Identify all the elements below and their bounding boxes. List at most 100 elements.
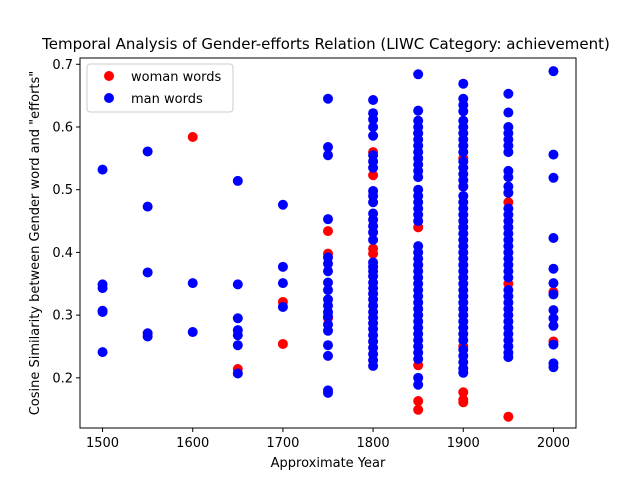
x-axis-ticks: 1500 1600 1700 1800 1900 2000 (86, 428, 570, 451)
point-man-words-1800 (368, 197, 379, 208)
point-man-words-1900 (458, 367, 469, 378)
point-man-words-1850 (413, 105, 424, 116)
point-man-words-2000 (548, 149, 559, 160)
point-man-words-1800 (368, 121, 379, 132)
point-woman-words-1750 (323, 226, 333, 237)
y-axis-label: Cosine Similarity between Gender word an… (28, 71, 43, 416)
point-man-words-1900 (458, 106, 469, 117)
point-man-words-1800 (368, 95, 379, 106)
y-tick-label: 0.5 (52, 183, 73, 198)
point-woman-words-1600 (187, 132, 198, 143)
point-man-words-1500 (97, 283, 108, 294)
x-tick-label: 1600 (176, 436, 209, 451)
point-man-words-1750 (323, 258, 333, 269)
point-man-words-1500 (97, 306, 108, 317)
point-man-words-1750 (323, 285, 333, 296)
point-man-words-1800 (368, 360, 379, 371)
point-man-words-1550 (142, 331, 153, 342)
point-man-words-1750 (323, 340, 333, 351)
point-man-words-1750 (323, 214, 333, 225)
legend-label-man-words: man words (131, 92, 203, 107)
point-man-words-1750 (323, 277, 333, 288)
legend: woman words man words (86, 63, 234, 113)
x-tick-label: 1900 (447, 436, 480, 451)
point-man-words-1650 (232, 330, 243, 341)
y-tick-label: 0.2 (52, 371, 73, 386)
point-woman-words-1700 (277, 338, 288, 349)
legend-label-woman-words: woman words (131, 70, 222, 85)
point-man-words-1500 (97, 347, 108, 358)
point-man-words-1850 (413, 69, 424, 80)
point-man-words-1950 (503, 88, 514, 99)
point-man-words-1850 (413, 379, 424, 390)
point-man-words-1750 (323, 142, 333, 153)
chart-title: Temporal Analysis of Gender-efforts Rela… (41, 35, 610, 53)
x-tick-label: 1800 (357, 436, 390, 451)
legend-marker-woman-words (104, 71, 114, 81)
point-man-words-1750 (323, 311, 333, 322)
y-axis-ticks: 0.2 0.3 0.4 0.5 0.6 0.7 (52, 58, 80, 386)
x-tick-label: 1700 (266, 436, 299, 451)
point-man-words-1650 (232, 313, 243, 324)
y-tick-label: 0.6 (52, 120, 73, 135)
point-man-words-2000 (548, 278, 559, 289)
point-man-words-1950 (503, 352, 514, 363)
legend-marker-man-words (104, 93, 114, 103)
point-man-words-1950 (503, 147, 514, 158)
point-man-words-1850 (413, 354, 424, 365)
point-man-words-1750 (323, 93, 333, 104)
x-tick-label: 1500 (86, 436, 119, 451)
point-woman-words-1950 (503, 411, 514, 422)
point-man-words-1900 (458, 147, 469, 158)
point-man-words-1700 (277, 301, 288, 312)
legend-box (86, 63, 234, 113)
point-man-words-1650 (232, 175, 243, 186)
point-man-words-1550 (142, 267, 153, 278)
point-man-words-1700 (277, 199, 288, 210)
point-man-words-1700 (277, 261, 288, 272)
point-man-words-1900 (458, 181, 469, 192)
point-man-words-1700 (277, 278, 288, 289)
point-man-words-1800 (368, 234, 379, 245)
point-woman-words-1850 (413, 396, 424, 407)
point-man-words-1800 (368, 162, 379, 173)
point-man-words-1650 (232, 340, 243, 351)
point-man-words-1650 (232, 279, 243, 290)
point-man-words-2000 (548, 263, 559, 274)
y-tick-label: 0.7 (52, 58, 73, 73)
point-man-words-1750 (323, 387, 333, 398)
point-woman-words-1800 (368, 170, 379, 181)
point-man-words-1550 (142, 146, 153, 157)
point-man-words-2000 (548, 172, 559, 183)
point-man-words-1750 (323, 350, 333, 361)
point-man-words-2000 (548, 362, 559, 373)
point-man-words-1550 (142, 201, 153, 212)
point-woman-words-1900 (458, 397, 469, 408)
point-man-words-2000 (548, 289, 559, 300)
point-woman-words-1900 (458, 387, 469, 398)
point-man-words-1950 (503, 107, 514, 118)
point-man-words-1850 (413, 372, 424, 383)
point-man-words-2000 (548, 339, 559, 350)
point-man-words-1950 (503, 272, 514, 283)
point-man-words-1600 (187, 278, 198, 289)
point-man-words-1900 (458, 78, 469, 89)
point-man-words-2000 (548, 320, 559, 331)
point-man-words-1650 (232, 368, 243, 379)
point-man-words-1750 (323, 325, 333, 336)
point-man-words-1800 (368, 130, 379, 141)
point-man-words-2000 (548, 305, 559, 316)
point-man-words-2000 (548, 232, 559, 243)
point-man-words-2000 (548, 66, 559, 77)
point-man-words-1500 (97, 164, 108, 175)
point-woman-words-1850 (413, 404, 424, 415)
point-man-words-1750 (323, 150, 333, 161)
point-woman-words-1800 (368, 248, 379, 259)
x-tick-label: 2000 (537, 436, 570, 451)
x-axis-label: Approximate Year (271, 456, 386, 471)
y-tick-label: 0.4 (52, 246, 73, 261)
point-man-words-1600 (187, 327, 198, 338)
points-layer (97, 66, 559, 422)
point-man-words-1750 (323, 266, 333, 277)
